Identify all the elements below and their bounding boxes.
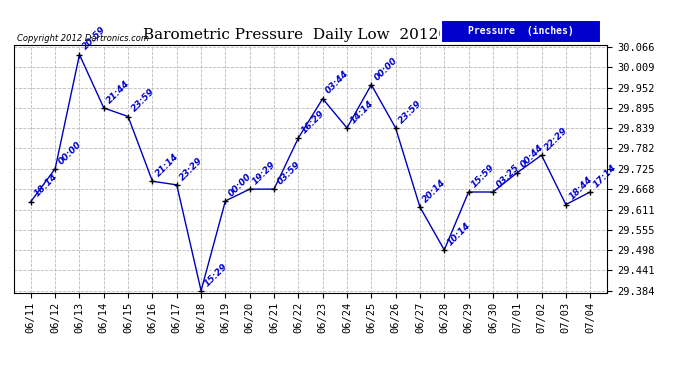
FancyBboxPatch shape [441,20,601,42]
Text: 14:14: 14:14 [348,99,375,125]
Text: 03:25: 03:25 [494,163,521,189]
Text: 00:44: 00:44 [519,143,545,170]
Title: Barometric Pressure  Daily Low  20120705: Barometric Pressure Daily Low 20120705 [144,28,477,42]
Text: 17:14: 17:14 [591,163,618,189]
Text: 20:59: 20:59 [81,25,108,52]
Text: 15:29: 15:29 [202,261,229,288]
Text: 19:29: 19:29 [251,160,277,186]
Text: 10:14: 10:14 [446,220,472,247]
Text: 21:44: 21:44 [105,79,132,105]
Text: 23:59: 23:59 [130,87,156,114]
Text: 16:29: 16:29 [299,109,326,135]
Text: 00:00: 00:00 [373,56,400,82]
Text: 15:59: 15:59 [470,163,497,189]
Text: 21:14: 21:14 [154,152,180,178]
Text: Copyright 2012 Dartronics.com: Copyright 2012 Dartronics.com [17,33,149,42]
Text: Pressure  (inches): Pressure (inches) [469,26,574,36]
Text: 23:29: 23:29 [178,156,205,182]
Text: 18:44: 18:44 [567,175,594,202]
Text: 22:29: 22:29 [543,126,569,152]
Text: 03:59: 03:59 [275,160,302,186]
Text: 03:44: 03:44 [324,69,351,96]
Text: 18:14: 18:14 [32,172,59,199]
Text: 20:14: 20:14 [422,178,448,204]
Text: 23:59: 23:59 [397,99,424,125]
Text: 00:00: 00:00 [57,140,83,166]
Text: 00:00: 00:00 [227,171,253,198]
